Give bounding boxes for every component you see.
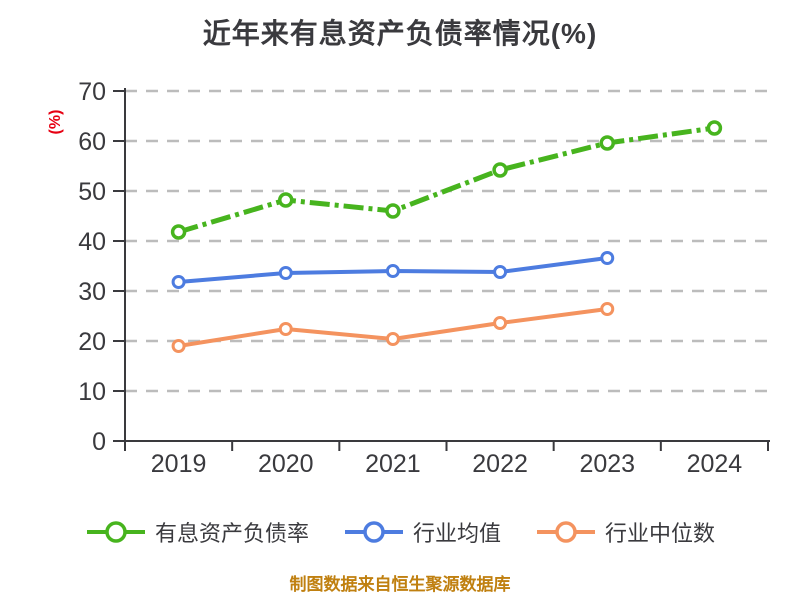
- x-tick-label-2024: 2024: [687, 450, 743, 478]
- data-point-0-2023: [599, 135, 615, 151]
- legend-label-industry-mean: 行业均值: [412, 521, 501, 546]
- x-tick-label-2022: 2022: [472, 450, 528, 478]
- data-point-1-2019: [171, 275, 186, 289]
- data-point-2-2023: [600, 302, 615, 316]
- data-point-2-2019: [171, 339, 186, 353]
- data-point-1-2020: [278, 266, 293, 280]
- y-tick-label-60: 60: [78, 128, 106, 156]
- legend-label-industry-median: 行业中位数: [605, 521, 716, 546]
- x-tick-label-2020: 2020: [258, 450, 314, 478]
- data-point-2-2022: [493, 316, 508, 330]
- legend: 有息资产负债率 行业均值 行业中位数: [0, 516, 800, 548]
- data-point-2-2021: [385, 332, 400, 346]
- legend-item-industry-median[interactable]: 行业中位数: [535, 516, 715, 548]
- legend-label-debt-ratio: 有息资产负债率: [154, 521, 309, 546]
- y-axis-label: (%): [47, 110, 64, 135]
- chart-footer-source: 制图数据来自恒生聚源数据库: [289, 575, 511, 594]
- data-point-0-2024: [706, 120, 723, 136]
- data-point-1-2023: [600, 251, 615, 265]
- legend-marker-green: [86, 521, 145, 543]
- data-point-1-2022: [493, 265, 508, 279]
- legend-item-industry-mean[interactable]: 行业均值: [343, 516, 501, 548]
- x-tick-label-2021: 2021: [365, 450, 421, 478]
- y-tick-label-40: 40: [78, 228, 106, 256]
- y-tick-label-30: 30: [78, 278, 106, 306]
- series-line-0: [177, 125, 715, 235]
- chart-title: 近年来有息资产负债率情况(%): [202, 18, 598, 49]
- y-tick-label-50: 50: [78, 178, 106, 206]
- legend-marker-orange: [537, 521, 595, 543]
- data-point-0-2020: [278, 192, 294, 208]
- y-tick-label-10: 10: [78, 378, 106, 406]
- x-tick-label-2023: 2023: [579, 450, 635, 478]
- data-point-0-2021: [385, 203, 401, 219]
- data-point-1-2021: [385, 264, 400, 278]
- legend-item-debt-ratio[interactable]: 有息资产负债率: [85, 516, 309, 548]
- x-tick-label-2019: 2019: [151, 450, 207, 478]
- y-tick-label-70: 70: [78, 78, 106, 106]
- plot-area: 0 10 20 30 40 50 60 70 2019 2020 2021 2022 2023 2024 (…: [47, 78, 770, 478]
- y-tick-label-20: 20: [78, 328, 106, 356]
- data-point-0-2019: [170, 224, 187, 240]
- legend-marker-blue: [344, 521, 403, 543]
- data-point-0-2022: [492, 162, 508, 178]
- y-tick-label-0: 0: [92, 428, 106, 456]
- data-point-2-2020: [278, 322, 293, 336]
